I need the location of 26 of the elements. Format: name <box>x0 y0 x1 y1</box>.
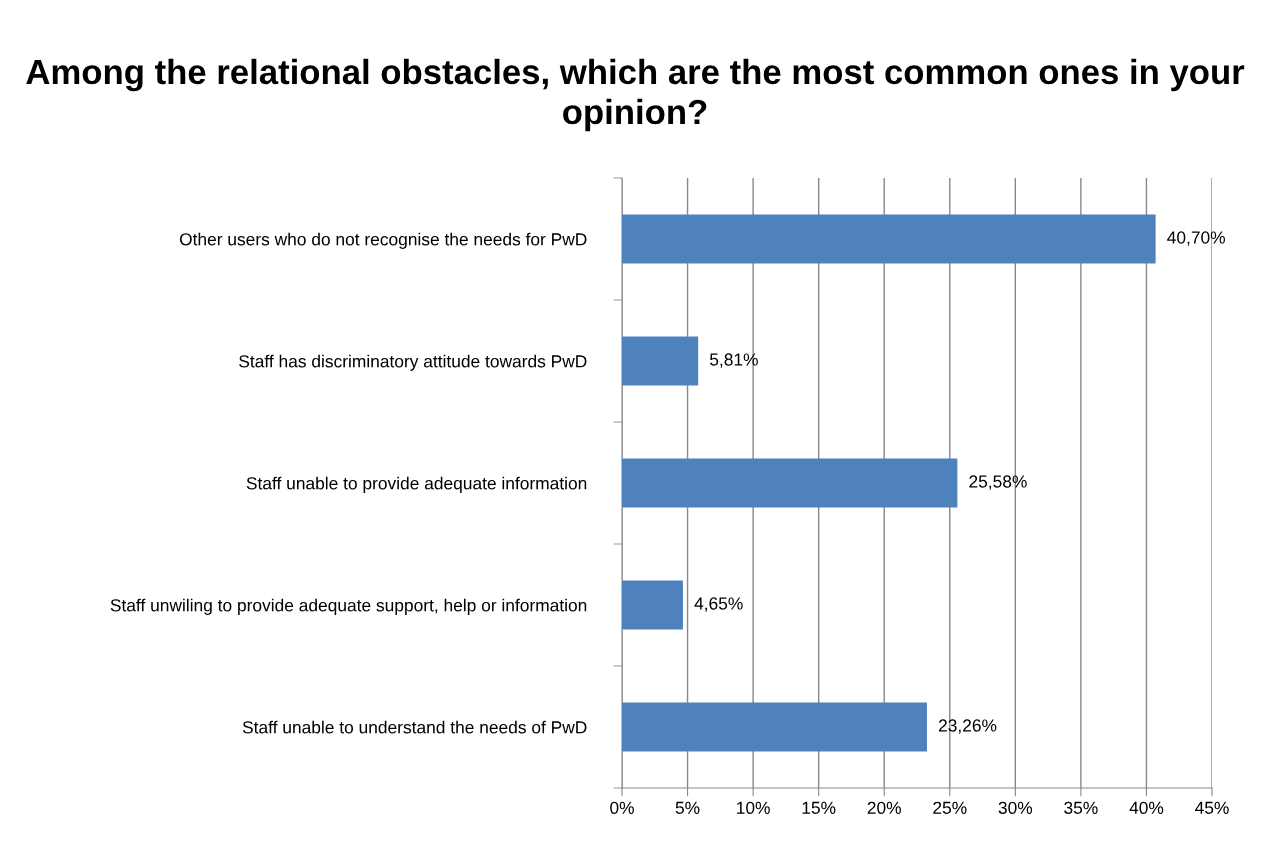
bar <box>622 702 927 752</box>
data-label: 25,58% <box>969 475 1027 490</box>
y-tick-label: Staff has discriminatory attitude towards PwD <box>239 354 587 371</box>
bar <box>622 458 958 508</box>
y-tick-label: Other users who do not recognise the needs for PwD <box>179 232 587 249</box>
bar <box>622 336 699 386</box>
x-tick-label: 45% <box>1195 801 1229 814</box>
data-label: 4,65% <box>694 597 743 612</box>
x-tick-label: 20% <box>867 801 901 814</box>
x-tick-label: 15% <box>802 801 836 814</box>
x-tick-label: 0% <box>610 801 634 814</box>
data-label: 5,81% <box>709 353 758 368</box>
y-tick-label: Staff unable to provide adequate information <box>246 476 587 493</box>
x-tick-label: 10% <box>737 801 770 814</box>
x-tick-label: 5% <box>675 801 700 814</box>
x-tick-label: 30% <box>998 801 1033 814</box>
data-label: 40,70% <box>1167 231 1225 246</box>
x-tick-label: 35% <box>1064 801 1098 814</box>
chart-title: Among the relational obstacles, which are the most common ones in your opinion? <box>26 58 1245 132</box>
y-tick-label: Staff unwiling to provide adequate support, help or information <box>110 598 587 615</box>
bar <box>622 580 683 630</box>
y-tick-label: Staff unable to understand the needs of PwD <box>242 720 587 734</box>
x-tick-label: 25% <box>933 801 967 814</box>
bar <box>622 214 1156 264</box>
x-tick-label: 40% <box>1129 801 1164 814</box>
data-label: 23,26% <box>938 719 997 734</box>
